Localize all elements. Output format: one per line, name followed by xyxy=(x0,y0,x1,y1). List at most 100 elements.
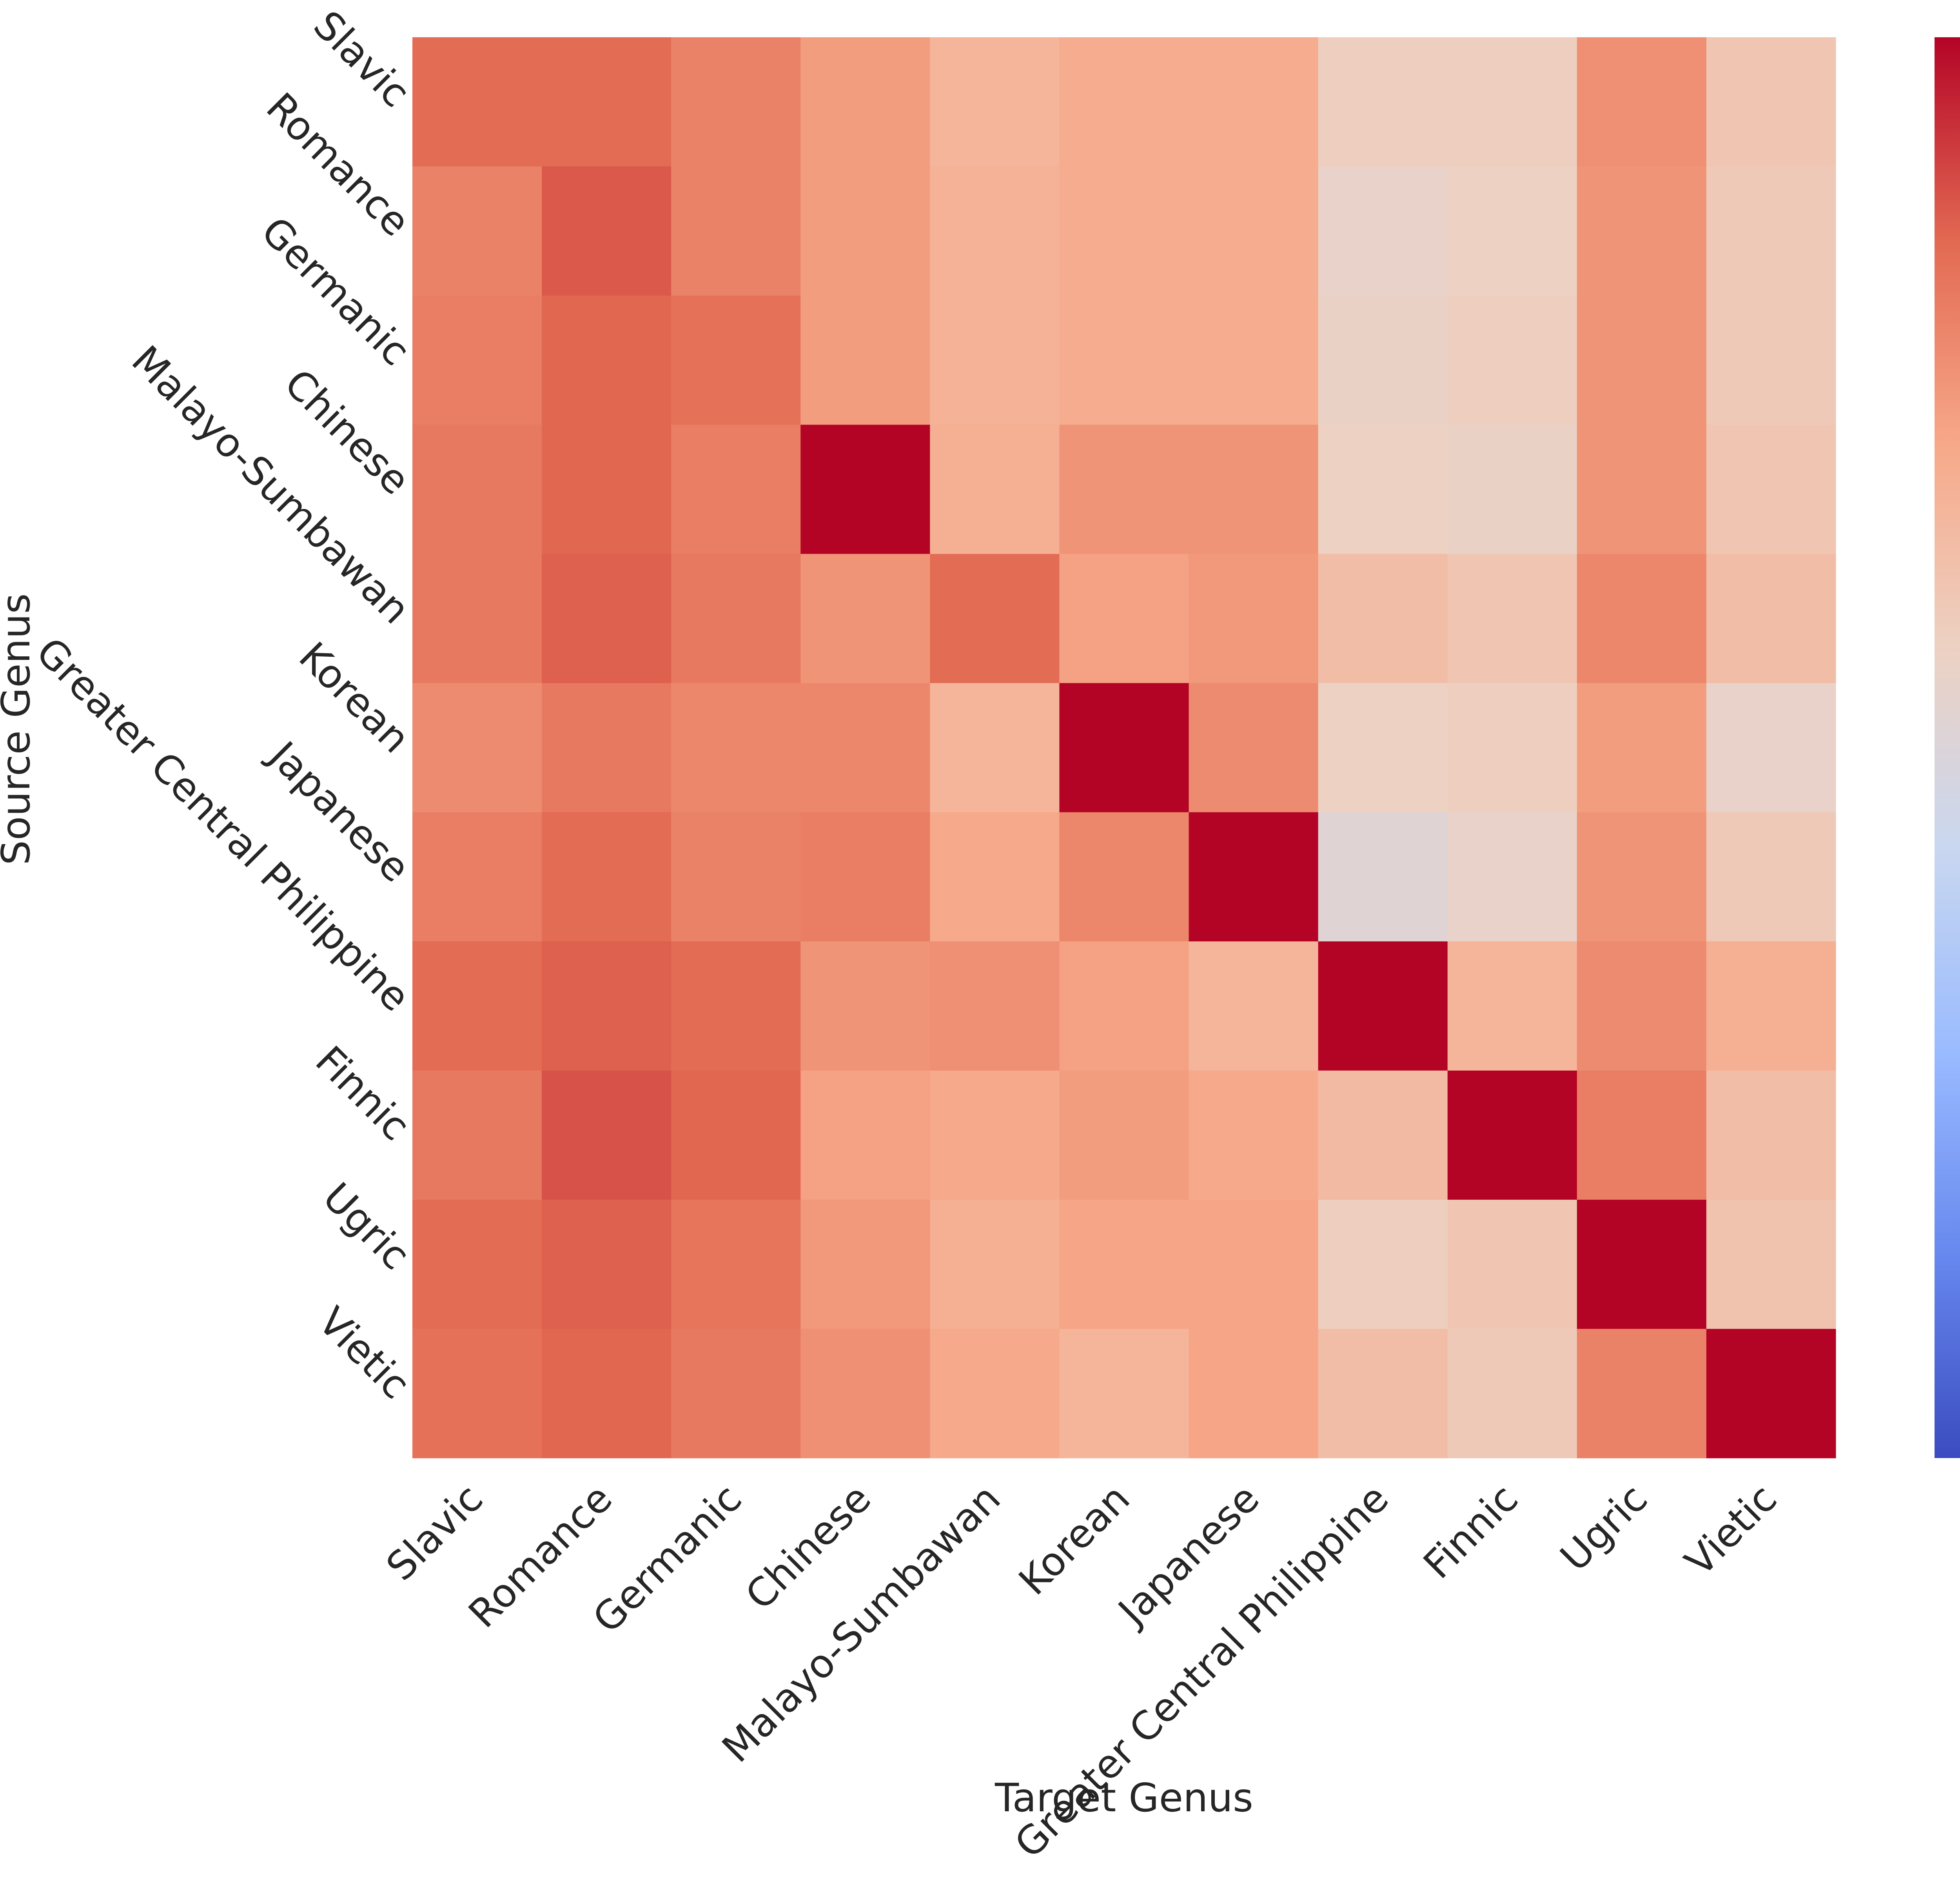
heatmap-cell xyxy=(930,1070,1060,1200)
heatmap-cell xyxy=(930,37,1060,167)
heatmap-cell xyxy=(1318,1329,1448,1458)
heatmap-cell xyxy=(412,37,542,167)
heatmap-cell xyxy=(1189,812,1319,942)
heatmap-cell xyxy=(1318,1070,1448,1200)
heatmap-cell xyxy=(1447,1329,1577,1458)
heatmap-cell xyxy=(1318,166,1448,296)
heatmap-cell xyxy=(1577,1329,1707,1458)
heatmap-cell xyxy=(800,425,930,554)
heatmap-cell xyxy=(800,683,930,813)
heatmap-cell xyxy=(1706,812,1836,942)
heatmap-cell xyxy=(542,812,671,942)
heatmap-cell xyxy=(542,1070,671,1200)
heatmap-cell xyxy=(1318,295,1448,425)
heatmap-cell xyxy=(1059,1329,1189,1458)
heatmap-cell xyxy=(1447,941,1577,1071)
heatmap-cell xyxy=(412,554,542,683)
heatmap-cell xyxy=(671,812,801,942)
heatmap-cell xyxy=(412,941,542,1071)
heatmap-cell xyxy=(1706,37,1836,167)
heatmap-cell xyxy=(1447,37,1577,167)
heatmap-cell xyxy=(1706,1329,1836,1458)
heatmap-cell xyxy=(1706,1070,1836,1200)
heatmap-cell xyxy=(1318,812,1448,942)
heatmap-cell xyxy=(1447,683,1577,813)
heatmap-cell xyxy=(671,1329,801,1458)
heatmap-cell xyxy=(542,166,671,296)
heatmap-cell xyxy=(542,425,671,554)
heatmap-cell xyxy=(930,1200,1060,1329)
heatmap-cell xyxy=(671,425,801,554)
heatmap-cell xyxy=(1706,1200,1836,1329)
heatmap-cell xyxy=(671,683,801,813)
heatmap-cell xyxy=(800,37,930,167)
heatmap-cell xyxy=(542,37,671,167)
heatmap-cell xyxy=(1059,812,1189,942)
heatmap-cell xyxy=(1189,425,1319,554)
heatmap-cell xyxy=(1318,683,1448,813)
heatmap-cell xyxy=(542,1200,671,1329)
heatmap-cell xyxy=(1189,166,1319,296)
heatmap-cell xyxy=(412,1200,542,1329)
heatmap-cell xyxy=(412,295,542,425)
heatmap-cell xyxy=(1706,166,1836,296)
heatmap-cell xyxy=(412,1329,542,1458)
heatmap-cell xyxy=(1706,941,1836,1071)
heatmap-cell xyxy=(800,1329,930,1458)
heatmap-cell xyxy=(412,812,542,942)
heatmap-cell xyxy=(1577,37,1707,167)
heatmap-cell xyxy=(1447,1200,1577,1329)
heatmap-cell xyxy=(1189,554,1319,683)
x-axis-title: Target Genus xyxy=(995,1775,1253,1821)
heatmap-cell xyxy=(1447,812,1577,942)
heatmap-cell xyxy=(671,941,801,1071)
heatmap-cell xyxy=(542,1329,671,1458)
heatmap-cell xyxy=(1577,166,1707,296)
heatmap-cell xyxy=(1189,941,1319,1071)
heatmap-cell xyxy=(1577,1070,1707,1200)
heatmap-cell xyxy=(1318,1200,1448,1329)
heatmap-cell xyxy=(1318,425,1448,554)
heatmap-cell xyxy=(671,166,801,296)
heatmap-cell xyxy=(800,1200,930,1329)
heatmap-cell xyxy=(1059,1200,1189,1329)
heatmap-cell xyxy=(1577,941,1707,1071)
heatmap-cell xyxy=(1318,37,1448,167)
heatmap-cell xyxy=(1447,425,1577,554)
heatmap-cell xyxy=(930,554,1060,683)
heatmap-cell xyxy=(1189,295,1319,425)
heatmap-cell xyxy=(412,683,542,813)
colorbar xyxy=(1935,37,1960,1458)
heatmap-cell xyxy=(930,941,1060,1071)
heatmap-cells xyxy=(412,37,1836,1458)
heatmap-cell xyxy=(1706,554,1836,683)
heatmap-cell xyxy=(1447,166,1577,296)
heatmap-cell xyxy=(1706,295,1836,425)
heatmap-cell xyxy=(1189,1070,1319,1200)
heatmap-cell xyxy=(1318,941,1448,1071)
heatmap-cell xyxy=(1706,425,1836,554)
heatmap-cell xyxy=(1577,295,1707,425)
heatmap-cell xyxy=(800,554,930,683)
heatmap-cell xyxy=(1577,1200,1707,1329)
heatmap-cell xyxy=(412,425,542,554)
heatmap-cell xyxy=(1059,941,1189,1071)
heatmap-cell xyxy=(1189,1200,1319,1329)
heatmap-cell xyxy=(1059,166,1189,296)
heatmap-cell xyxy=(1059,1070,1189,1200)
heatmap-cell xyxy=(1577,425,1707,554)
heatmap-cell xyxy=(1059,37,1189,167)
heatmap-cell xyxy=(1577,683,1707,813)
heatmap-cell xyxy=(412,166,542,296)
heatmap-cell xyxy=(930,425,1060,554)
heatmap-cell xyxy=(1447,1070,1577,1200)
heatmap-cell xyxy=(930,683,1060,813)
heatmap-cell xyxy=(1189,683,1319,813)
heatmap-cell xyxy=(1577,554,1707,683)
heatmap-cell xyxy=(930,295,1060,425)
heatmap-cell xyxy=(542,941,671,1071)
heatmap-cell xyxy=(1059,295,1189,425)
heatmap-cell xyxy=(671,37,801,167)
heatmap-cell xyxy=(800,941,930,1071)
